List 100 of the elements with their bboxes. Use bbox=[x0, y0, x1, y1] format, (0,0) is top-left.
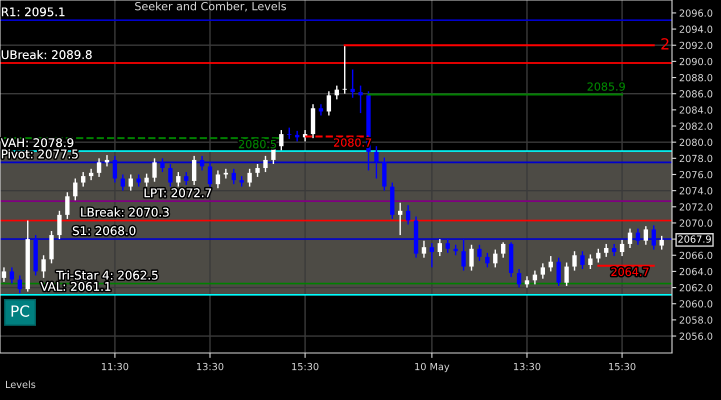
candlestick bbox=[112, 155, 118, 184]
chart-title: Seeker and Comber, Levels bbox=[135, 2, 286, 12]
candlestick bbox=[57, 210, 62, 240]
ref-line-label: UBreak: 2089.8 bbox=[2, 50, 92, 60]
y-tick-label: 2086.0 bbox=[680, 90, 712, 98]
x-tick-label: 13:30 bbox=[197, 362, 224, 370]
candlestick bbox=[446, 238, 450, 254]
candlestick bbox=[81, 171, 86, 188]
candlestick bbox=[200, 155, 204, 172]
annotation: 2 bbox=[661, 38, 668, 50]
candlestick bbox=[144, 172, 149, 188]
candlestick bbox=[255, 163, 260, 178]
candlestick bbox=[628, 228, 632, 249]
annotation: PC bbox=[12, 305, 30, 317]
candlestick bbox=[152, 158, 157, 182]
candlestick bbox=[128, 174, 133, 192]
candlestick bbox=[96, 158, 102, 178]
y-tick-label: 2064.0 bbox=[680, 268, 712, 276]
candlestick bbox=[65, 192, 70, 220]
ref-line-label: Tri-Star 4: 2062.5 bbox=[56, 270, 158, 280]
text: Levels bbox=[6, 380, 36, 388]
x-tick-label: 13:30 bbox=[514, 362, 540, 370]
candlestick bbox=[430, 242, 434, 268]
candlestick bbox=[532, 270, 538, 286]
candlestick bbox=[485, 252, 490, 268]
candlestick bbox=[224, 168, 228, 180]
candlestick bbox=[88, 168, 94, 181]
candlestick bbox=[326, 90, 332, 116]
y-tick-label: 2076.0 bbox=[680, 170, 712, 178]
candlestick bbox=[493, 248, 498, 268]
candlestick bbox=[240, 175, 244, 188]
candlestick bbox=[612, 243, 616, 257]
x-tick-label: 15:30 bbox=[292, 362, 318, 370]
candlestick bbox=[636, 228, 640, 246]
ref-line-label: R1: 2095.1 bbox=[2, 7, 64, 16]
y-tick-label: 2092.0 bbox=[680, 42, 712, 50]
candlestick bbox=[374, 146, 379, 180]
candlestick bbox=[192, 155, 196, 186]
candlestick bbox=[176, 171, 180, 188]
candlestick bbox=[524, 276, 530, 288]
y-tick-label: 2072.0 bbox=[680, 203, 712, 211]
y-tick-label: 2096.0 bbox=[680, 9, 712, 17]
candlestick bbox=[168, 163, 173, 188]
candlestick bbox=[2, 266, 6, 283]
ref-line-label: Pivot: 2077.5 bbox=[2, 149, 78, 158]
candlestick bbox=[588, 254, 593, 270]
candlestick bbox=[516, 268, 522, 288]
candlestick bbox=[398, 202, 402, 236]
candlestick bbox=[556, 256, 561, 287]
candlestick bbox=[548, 255, 553, 272]
candlestick bbox=[406, 204, 410, 226]
candlestick bbox=[263, 155, 268, 173]
data-label: 2085.9 bbox=[588, 82, 625, 91]
candlestick bbox=[41, 254, 46, 279]
y-tick-label: 2078.0 bbox=[680, 154, 712, 162]
candlestick bbox=[469, 244, 474, 272]
y-tick-label: 2070.0 bbox=[680, 219, 712, 227]
candlestick bbox=[620, 239, 624, 257]
y-tick-label: 2090.0 bbox=[680, 58, 712, 66]
candlestick bbox=[10, 266, 14, 284]
candlestick bbox=[461, 238, 466, 272]
y-tick-label: 2074.0 bbox=[680, 187, 712, 194]
y-tick-label: 2058.0 bbox=[680, 316, 712, 324]
candlestick bbox=[604, 243, 608, 258]
data-label: 2064.7 bbox=[611, 268, 648, 276]
x-tick-label: 11:30 bbox=[102, 362, 128, 370]
y-tick-label: 2094.0 bbox=[680, 26, 712, 33]
y-tick-label: 2060.0 bbox=[680, 300, 712, 308]
candlestick bbox=[104, 154, 110, 168]
y-tick-label: 2088.0 bbox=[680, 74, 712, 82]
ref-line-label: VAL: 2061.1 bbox=[40, 282, 110, 291]
candlestick bbox=[358, 84, 363, 114]
candlestick bbox=[660, 235, 664, 250]
candlestick bbox=[580, 250, 585, 270]
candlestick bbox=[644, 225, 648, 246]
candlestick bbox=[477, 244, 482, 262]
ref-line-label: VAH: 2078.9 bbox=[0, 138, 74, 148]
candlestick bbox=[318, 104, 324, 116]
candlestick bbox=[422, 240, 426, 258]
candlestick bbox=[540, 262, 546, 280]
candlestick bbox=[438, 238, 442, 257]
x-tick-label: 10 May bbox=[415, 362, 450, 372]
ref-line-label: S1: 2068.0 bbox=[72, 226, 136, 236]
text: 2067.9 bbox=[678, 235, 711, 243]
candlestick bbox=[294, 130, 300, 142]
y-tick-label: 2056.0 bbox=[680, 332, 712, 340]
candlestick bbox=[208, 162, 212, 189]
x-tick-label: 15:30 bbox=[609, 362, 636, 370]
y-tick-label: 2084.0 bbox=[680, 106, 712, 114]
candlestick bbox=[247, 168, 252, 188]
candlestick bbox=[120, 174, 126, 192]
candlestick bbox=[232, 168, 236, 185]
candlestick bbox=[596, 248, 600, 264]
candlestick bbox=[287, 126, 292, 140]
ref-line-label: LPT: 2072.7 bbox=[144, 188, 212, 198]
candlestick bbox=[73, 178, 78, 202]
y-tick-label: 2080.0 bbox=[680, 138, 712, 146]
y-tick-label: 2066.0 bbox=[680, 252, 712, 260]
candlestick bbox=[652, 224, 656, 250]
y-tick-label: 2082.0 bbox=[680, 122, 712, 130]
